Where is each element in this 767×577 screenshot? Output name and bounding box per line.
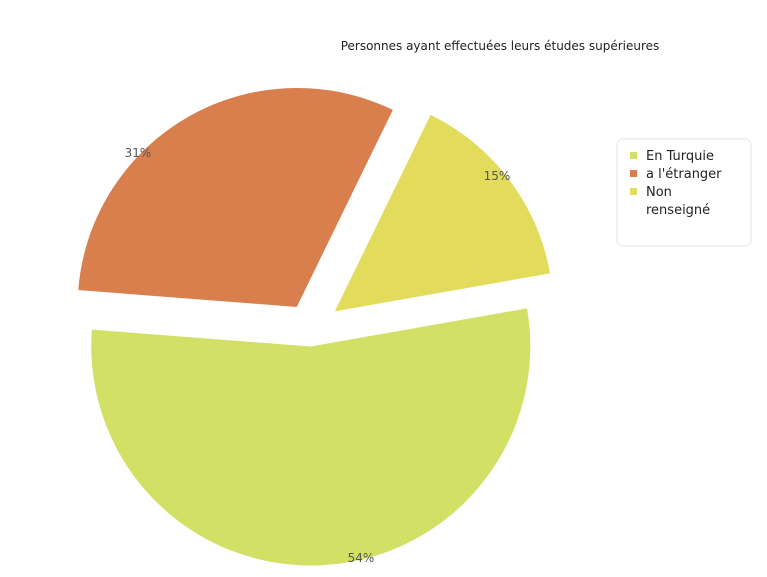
- legend-label-2: Non: [646, 185, 672, 200]
- slice-a-letranger: [77, 86, 395, 308]
- slice-label-non-renseigne: 15%: [484, 169, 511, 183]
- slice-labels: 54% 31% 15%: [125, 146, 511, 565]
- legend-box: [616, 138, 752, 247]
- slice-label-en-turquie: 54%: [348, 551, 375, 565]
- slice-non-renseigne: [333, 113, 552, 313]
- slice-en-turquie: [90, 307, 532, 567]
- legend-swatch-2: [630, 188, 637, 195]
- slice-label-a-letranger: 31%: [125, 146, 152, 160]
- chart-title: Personnes ayant effectuées leurs études …: [341, 39, 660, 53]
- legend-label-2-line-1: renseigné: [646, 203, 710, 218]
- legend: En Turquie a l'étranger Non renseigné: [616, 138, 752, 247]
- legend-label-0: En Turquie: [646, 149, 714, 164]
- legend-swatch-0: [630, 152, 637, 159]
- legend-label-1: a l'étranger: [646, 167, 722, 182]
- legend-swatch-1: [630, 170, 637, 177]
- pie-slices: [77, 86, 552, 567]
